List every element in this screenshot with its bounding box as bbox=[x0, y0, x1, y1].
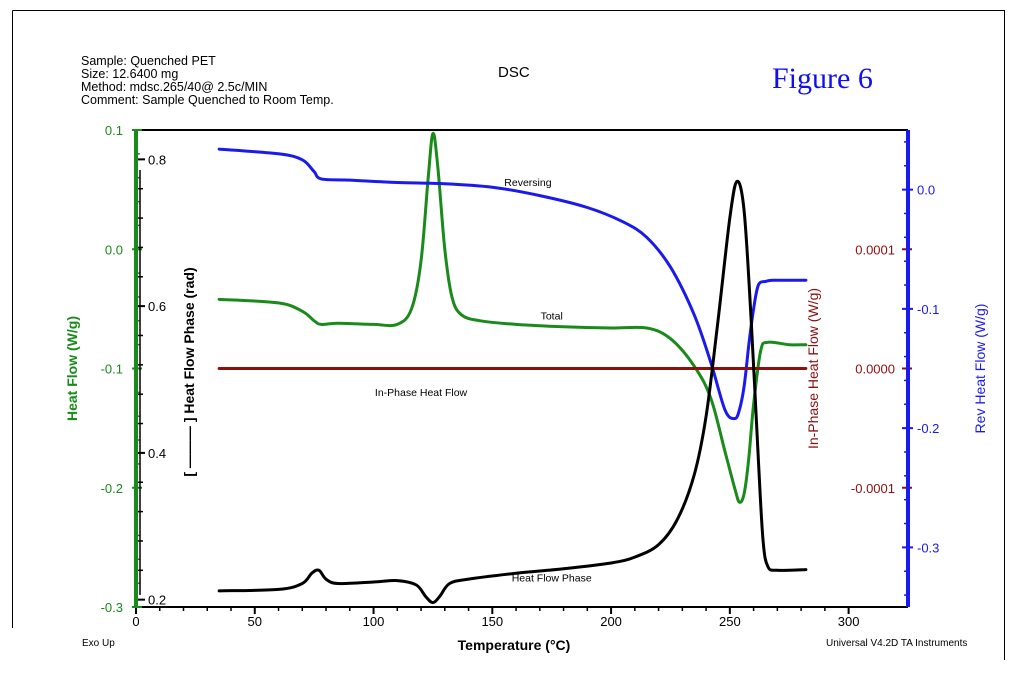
rev-tick-label: -0.1 bbox=[917, 302, 939, 317]
x-tick-label: 50 bbox=[248, 614, 262, 629]
heat-flow-tick-label: -0.3 bbox=[101, 600, 123, 615]
heat-flow-tick-label: -0.1 bbox=[101, 362, 123, 377]
rev-axis-title: Rev Heat Flow (W/g) bbox=[972, 304, 988, 434]
series-heat-flow-phase-line bbox=[217, 179, 808, 605]
x-tick-label: 0 bbox=[132, 614, 139, 629]
annotation-total: Total bbox=[541, 311, 563, 323]
inphase-axis-title: In-Phase Heat Flow (W/g) bbox=[805, 288, 821, 449]
rev-tick-label: -0.2 bbox=[917, 421, 939, 436]
phase-tick-label: 0.8 bbox=[148, 152, 166, 167]
annotation-heat-flow-phase: Heat Flow Phase bbox=[512, 572, 592, 584]
series-reversing-line bbox=[217, 147, 808, 421]
inphase-tick-label: -0.0001 bbox=[851, 481, 895, 496]
x-tick-label: 250 bbox=[719, 614, 741, 629]
phase-tick-label: 0.4 bbox=[148, 446, 166, 461]
heat-flow-tick-label: 0.0 bbox=[105, 242, 123, 257]
heat-flow-axis-title: Heat Flow (W/g) bbox=[64, 316, 80, 421]
x-axis-title: Temperature (°C) bbox=[458, 637, 571, 653]
inphase-tick-label: 0.0001 bbox=[855, 242, 895, 257]
x-tick-label: 200 bbox=[600, 614, 622, 629]
x-tick-label: 100 bbox=[363, 614, 385, 629]
size-label: Size: 12.6400 mg bbox=[81, 67, 179, 81]
sample-label: Sample: Quenched PET bbox=[81, 54, 216, 68]
heat-flow-tick-label: 0.1 bbox=[105, 123, 123, 138]
exo-up-label: Exo Up bbox=[82, 638, 115, 649]
software-label: Universal V4.2D TA Instruments bbox=[826, 638, 968, 649]
annotation-in-phase-heat-flow: In-Phase Heat Flow bbox=[375, 387, 468, 399]
rev-tick-label: -0.3 bbox=[917, 540, 939, 555]
annotation-reversing: Reversing bbox=[504, 177, 551, 189]
heat-flow-tick-label: -0.2 bbox=[101, 481, 123, 496]
inphase-tick-label: 0.0000 bbox=[855, 362, 895, 377]
phase-tick-label: 0.2 bbox=[148, 593, 166, 608]
rev-tick-label: 0.0 bbox=[917, 183, 935, 198]
comment-label: Comment: Sample Quenched to Room Temp. bbox=[81, 93, 334, 107]
chart-title: DSC bbox=[498, 64, 530, 81]
x-tick-label: 150 bbox=[481, 614, 503, 629]
figure-number: Figure 6 bbox=[772, 62, 873, 95]
x-tick-label: 300 bbox=[838, 614, 860, 629]
phase-axis-title: [ ——— ] Heat Flow Phase (rad) bbox=[181, 267, 197, 476]
phase-tick-label: 0.6 bbox=[148, 299, 166, 314]
method-label: Method: mdsc.265/40@ 2.5c/MIN bbox=[81, 80, 268, 94]
frame-border bbox=[12, 10, 1005, 628]
series-total-line bbox=[217, 132, 808, 504]
